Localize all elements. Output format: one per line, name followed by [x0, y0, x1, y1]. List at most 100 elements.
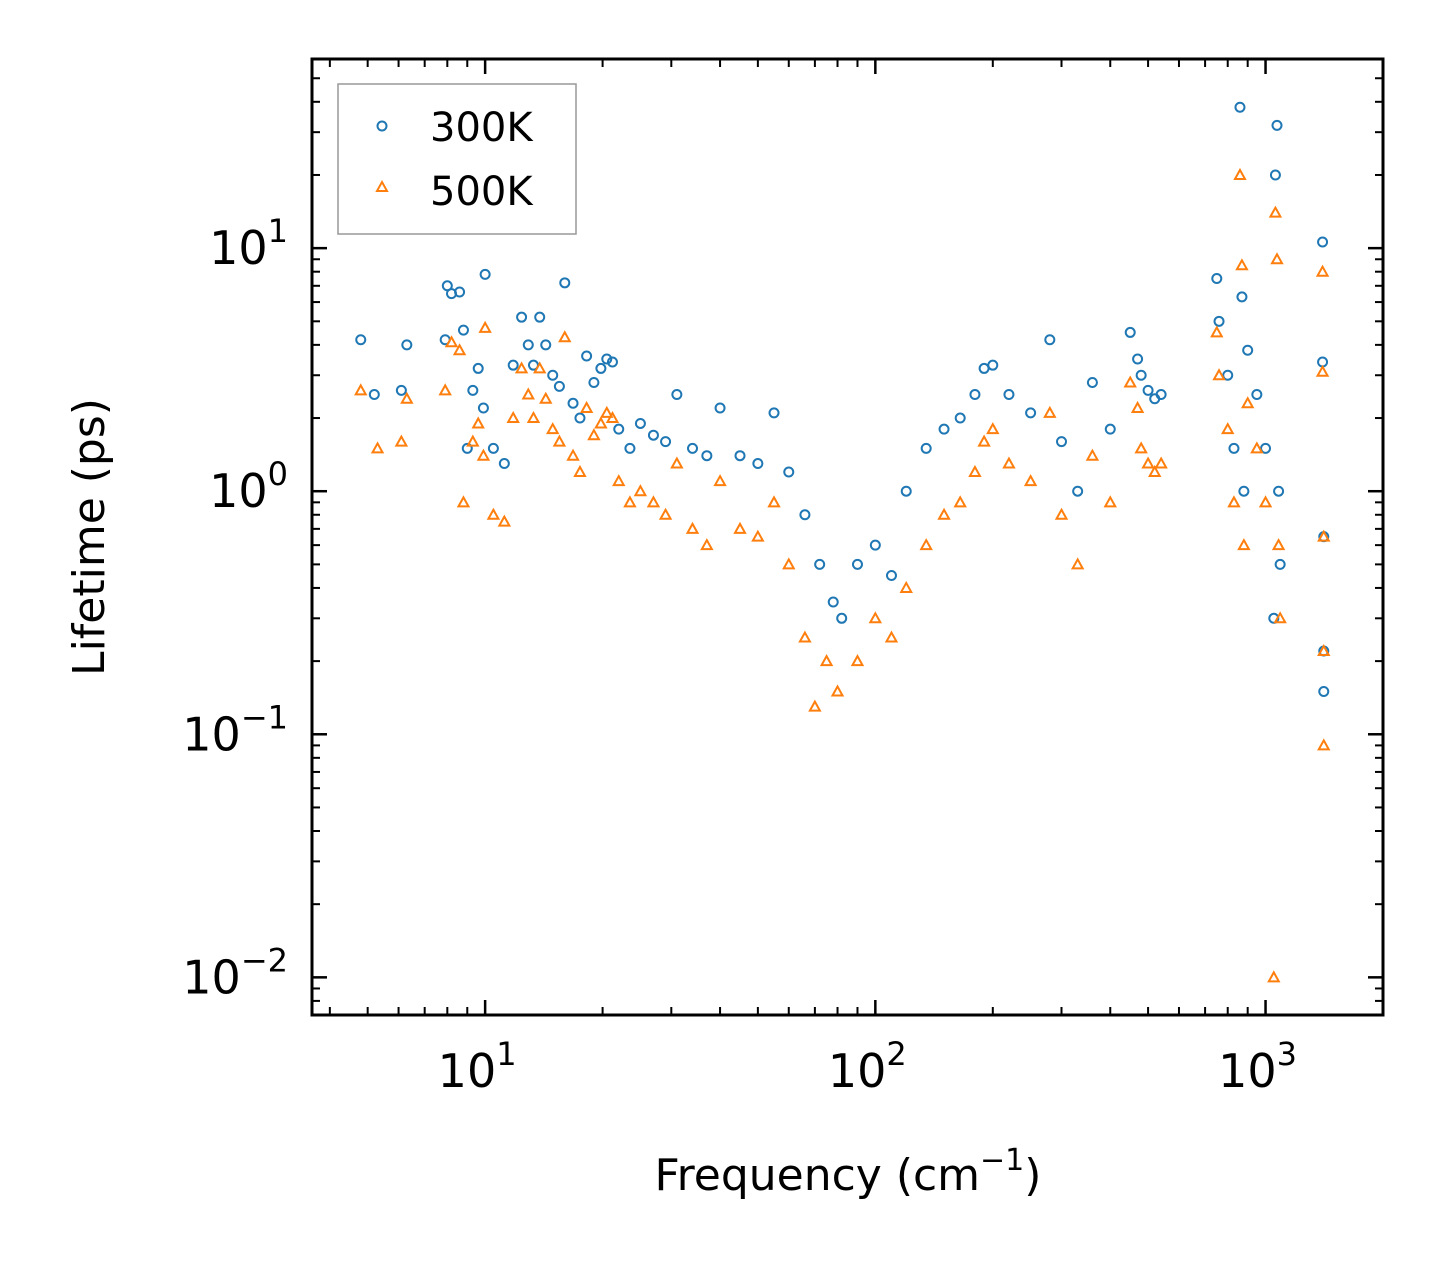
data-point-500k: [1240, 396, 1255, 409]
data-point-500k: [670, 456, 684, 469]
data-point-500k: [713, 474, 727, 487]
data-point-500k: [1315, 364, 1330, 377]
data-point-300k: [516, 311, 528, 323]
data-point-300k: [588, 377, 600, 389]
data-point-500k: [476, 448, 491, 461]
data-point-300k: [1251, 388, 1263, 400]
data-point-300k: [1238, 485, 1250, 497]
data-point-500k: [1054, 507, 1069, 520]
data-point-500k: [1002, 456, 1016, 469]
data-point-500k: [354, 383, 368, 396]
data-point-300k: [540, 339, 552, 351]
data-point-500k: [400, 391, 414, 404]
data-point-300k: [1271, 119, 1283, 131]
data-point-300k: [1236, 291, 1248, 303]
data-point-500k: [798, 630, 812, 643]
data-point-300k: [768, 407, 780, 419]
data-point-300k: [487, 442, 499, 454]
data-point-500k: [526, 410, 541, 424]
data-point-300k: [534, 311, 546, 323]
data-point-500k: [546, 422, 560, 435]
data-point-300k: [547, 369, 559, 381]
data-point-300k: [1135, 369, 1147, 381]
plot-frame: [310, 57, 1385, 1017]
data-point-300k: [1234, 101, 1246, 113]
data-point-300k: [559, 277, 571, 289]
data-point-300k: [624, 442, 636, 454]
data-point-300k: [752, 458, 764, 470]
data-point-300k: [799, 509, 811, 521]
legend-label-500k: 500K: [430, 169, 534, 215]
data-point-500k: [1221, 422, 1235, 435]
data-point-500k: [600, 405, 614, 418]
data-point-300k: [522, 339, 534, 351]
data-point-300k: [836, 612, 848, 624]
data-point-300k: [595, 362, 607, 374]
y-tick-label: 10−2: [182, 941, 288, 1004]
data-point-300k: [477, 402, 489, 414]
data-point-500k: [466, 434, 480, 447]
data-point-500k: [884, 630, 899, 643]
data-point-500k: [1270, 252, 1284, 265]
data-point-300k: [714, 402, 726, 414]
data-point-500k: [497, 514, 512, 527]
data-point-300k: [1228, 442, 1240, 454]
x-tick-label: 102: [828, 1035, 907, 1098]
data-point-300k: [634, 417, 646, 429]
x-tick-label: 101: [438, 1035, 517, 1098]
data-point-500k: [986, 422, 1000, 435]
data-point-500k: [594, 416, 608, 429]
data-point-300k: [1260, 442, 1272, 454]
data-point-500k: [452, 343, 467, 356]
data-point-300k: [601, 353, 613, 365]
y-tick-label: 100: [209, 455, 288, 518]
data-point-500k: [486, 507, 501, 520]
data-point-300k: [395, 384, 407, 396]
data-point-500k: [751, 529, 765, 542]
data-point-300k: [479, 268, 491, 280]
data-point-500k: [1237, 538, 1251, 551]
data-point-500k: [767, 495, 781, 508]
data-point-300k: [1104, 423, 1116, 435]
data-point-300k: [920, 442, 932, 454]
data-point-300k: [827, 596, 839, 608]
data-point-300k: [938, 423, 950, 435]
data-point-500k: [566, 448, 580, 461]
data-point-300k: [1132, 353, 1144, 365]
data-point-500k: [1271, 538, 1286, 551]
data-point-500k: [573, 464, 587, 477]
data-point-500k: [370, 441, 385, 454]
data-point-500k: [868, 611, 883, 624]
data-point-500k: [1043, 405, 1057, 418]
data-point-500k: [506, 410, 520, 424]
data-point-500k: [1023, 474, 1038, 487]
legend-marker-500k: [375, 179, 389, 192]
data-point-300k: [461, 442, 473, 454]
data-point-300k: [701, 450, 713, 462]
data-point-300k: [671, 388, 683, 400]
data-point-300k: [567, 397, 579, 409]
data-point-500k: [612, 474, 626, 487]
data-point-500k: [685, 521, 700, 534]
data-point-500k: [1134, 441, 1148, 454]
data-point-300k: [1044, 334, 1056, 346]
data-point-500k: [1317, 529, 1331, 542]
data-point-500k: [1103, 495, 1117, 508]
data-point-300k: [1003, 388, 1015, 400]
data-point-500k: [937, 507, 951, 520]
data-point-300k: [472, 362, 484, 374]
data-point-500k: [533, 361, 547, 374]
data-point-500k: [456, 495, 471, 508]
data-point-300k: [606, 356, 618, 368]
data-point-300k: [814, 558, 826, 570]
data-point-500k: [623, 495, 637, 508]
data-point-500k: [633, 484, 648, 497]
data-point-300k: [1222, 369, 1234, 381]
data-point-500k: [658, 507, 673, 520]
data-point-300k: [1213, 315, 1225, 327]
data-point-300k: [1056, 436, 1068, 448]
data-point-300k: [1274, 558, 1286, 570]
data-point-500k: [1070, 557, 1085, 570]
data-point-500k: [1148, 464, 1162, 477]
